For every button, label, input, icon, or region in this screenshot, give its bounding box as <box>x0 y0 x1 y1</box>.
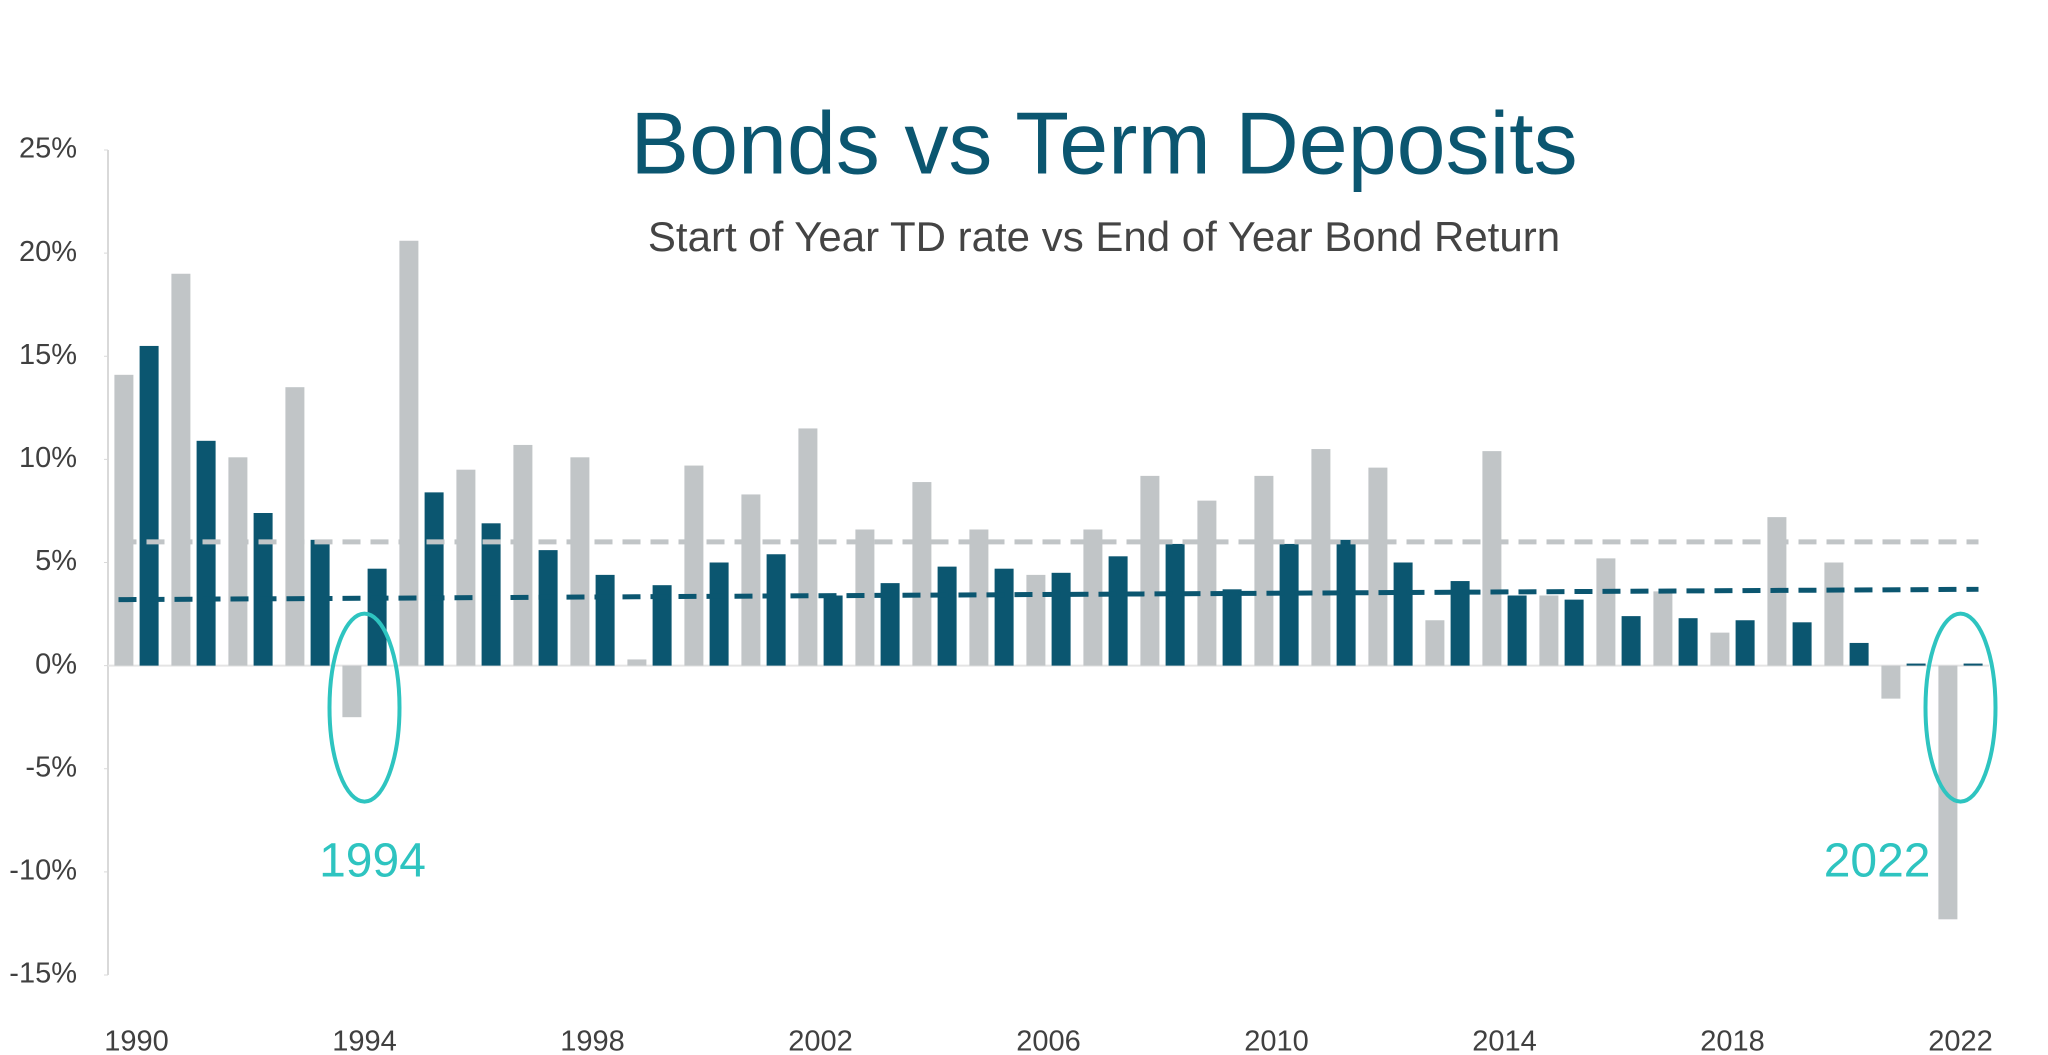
bar <box>1108 556 1128 666</box>
bar <box>424 492 444 666</box>
chart-title: Bonds vs Term Deposits <box>630 93 1577 192</box>
bar <box>1596 558 1616 666</box>
bar <box>798 428 818 666</box>
bar <box>1279 543 1299 666</box>
bar <box>342 665 362 718</box>
y-tick-label: -15% <box>9 958 77 990</box>
bar <box>1792 622 1812 666</box>
bar <box>1906 663 1926 666</box>
bar <box>399 240 419 666</box>
bar <box>627 659 647 666</box>
x-tick-label: 2022 <box>1928 1026 1993 1055</box>
bar <box>937 566 957 666</box>
bar <box>196 440 216 666</box>
bar <box>1165 543 1185 666</box>
y-tick-label: 0% <box>35 648 77 680</box>
bar <box>1083 529 1103 666</box>
bar <box>1254 475 1274 666</box>
bar <box>1311 449 1331 666</box>
bar <box>652 585 672 666</box>
y-tick-label: 5% <box>35 545 77 577</box>
bar <box>114 374 134 666</box>
bar <box>880 583 900 666</box>
bar <box>171 273 191 666</box>
annotation-circle <box>1923 611 1998 804</box>
bar <box>741 494 761 666</box>
bar <box>709 562 729 666</box>
bar <box>994 568 1014 666</box>
bar <box>1621 616 1641 666</box>
y-tick-label: 20% <box>19 236 77 268</box>
chart-subtitle: Start of Year TD rate vs End of Year Bon… <box>648 213 1560 260</box>
x-tick-label: 2014 <box>1472 1026 1537 1055</box>
bar <box>1849 642 1869 666</box>
bar <box>1450 581 1470 666</box>
x-tick-label: 2010 <box>1244 1026 1309 1055</box>
bar <box>1653 591 1673 666</box>
bar <box>969 529 989 666</box>
bar <box>1824 562 1844 666</box>
annotation-circle <box>327 611 402 804</box>
bar <box>456 469 476 666</box>
x-tick-label: 1990 <box>104 1026 169 1055</box>
bar <box>1425 620 1445 666</box>
annotation-label: 1994 <box>319 834 426 887</box>
bar <box>1735 620 1755 666</box>
x-tick-label: 1998 <box>560 1026 625 1055</box>
bar <box>538 550 558 666</box>
bar <box>1963 663 1983 666</box>
bar <box>595 574 615 666</box>
bar <box>766 554 786 666</box>
bar <box>253 513 273 666</box>
bar <box>912 482 932 666</box>
x-tick-label: 2002 <box>788 1026 853 1055</box>
y-tick-label: 25% <box>19 133 77 165</box>
annotation-label: 2022 <box>1824 834 1931 887</box>
bar <box>1539 595 1559 666</box>
y-tick-label: 10% <box>19 442 77 474</box>
bar <box>1051 572 1071 666</box>
bar <box>855 529 875 666</box>
bar <box>1336 539 1356 666</box>
bar <box>1881 665 1901 699</box>
bar <box>481 523 501 666</box>
y-tick-label: -5% <box>25 751 77 783</box>
bar <box>570 457 590 666</box>
bar <box>228 457 248 666</box>
x-tick-label: 1994 <box>332 1026 397 1055</box>
bar <box>1507 595 1527 666</box>
bar <box>1026 574 1046 666</box>
bar <box>310 539 330 666</box>
bar <box>1710 632 1730 666</box>
bar <box>1222 589 1242 666</box>
bar <box>139 345 159 666</box>
bar <box>1938 665 1958 920</box>
x-tick-label: 2006 <box>1016 1026 1081 1055</box>
y-tick-label: 15% <box>19 339 77 371</box>
reference-line <box>118 586 1979 603</box>
x-tick-label: 2018 <box>1700 1026 1765 1055</box>
bar <box>1140 475 1160 666</box>
bar <box>1393 562 1413 666</box>
bar <box>285 387 305 666</box>
bar <box>1564 599 1584 666</box>
bar <box>1678 618 1698 666</box>
y-tick-label: -10% <box>9 855 77 887</box>
bar <box>513 444 533 666</box>
bar <box>1197 500 1217 666</box>
bar <box>684 465 704 666</box>
bar <box>823 595 843 666</box>
bar <box>1482 451 1502 666</box>
bar <box>1368 467 1388 666</box>
